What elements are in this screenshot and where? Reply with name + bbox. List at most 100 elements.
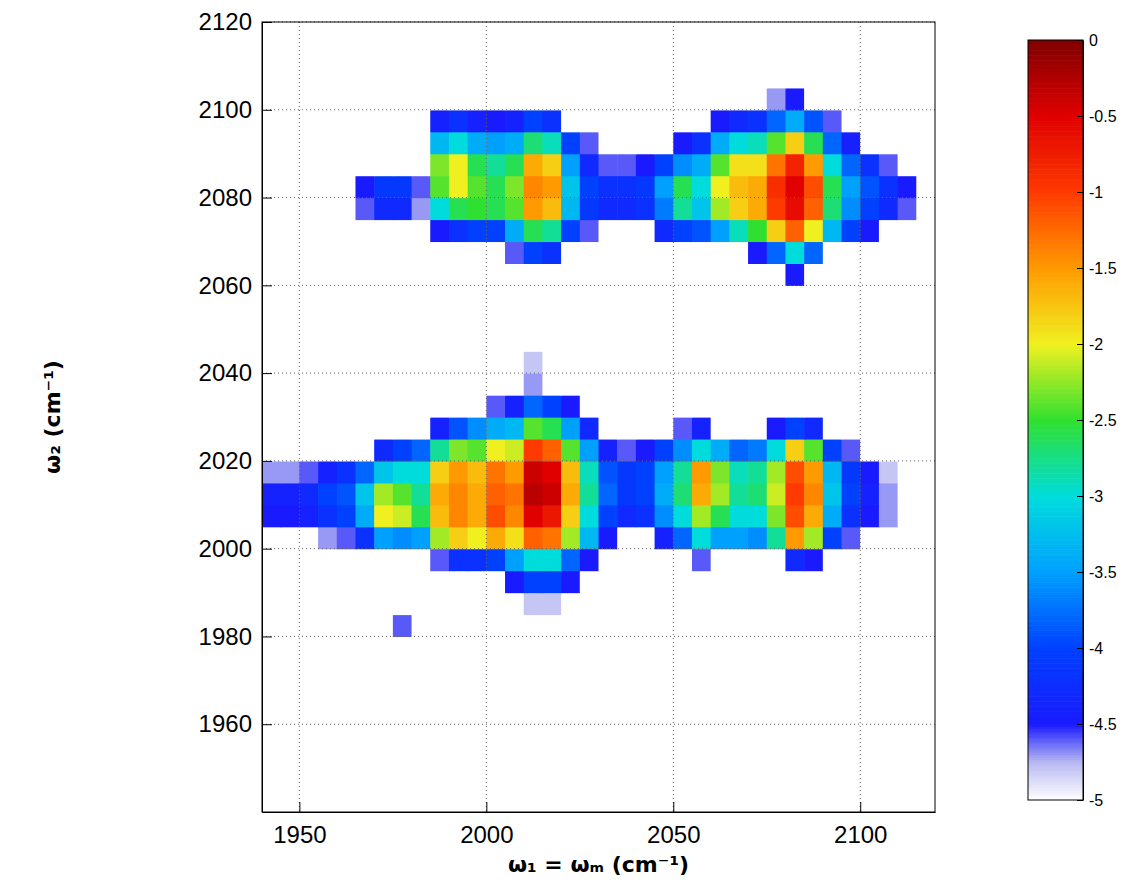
heatmap-cell bbox=[262, 220, 281, 243]
heatmap-cell bbox=[898, 702, 917, 725]
heatmap-cell bbox=[860, 417, 879, 440]
heatmap-cell bbox=[486, 417, 505, 440]
heatmap-cell bbox=[281, 154, 300, 177]
heatmap-cell bbox=[655, 351, 674, 374]
heatmap-cell bbox=[524, 658, 543, 681]
heatmap-cell bbox=[468, 483, 487, 506]
heatmap-cell bbox=[804, 351, 823, 374]
heatmap-cell bbox=[318, 417, 337, 440]
heatmap-cell bbox=[599, 198, 618, 221]
heatmap-cell bbox=[916, 571, 935, 594]
heatmap-cell bbox=[412, 351, 431, 374]
heatmap-cell bbox=[804, 307, 823, 330]
y-axis-title: ω₂ (cm⁻¹) bbox=[40, 360, 65, 474]
heatmap-cell bbox=[767, 549, 786, 572]
heatmap-cell bbox=[542, 132, 561, 155]
heatmap-cell bbox=[785, 483, 804, 506]
heatmap-cell bbox=[748, 285, 767, 308]
heatmap-cell bbox=[692, 285, 711, 308]
heatmap-cell bbox=[767, 658, 786, 681]
heatmap-cell bbox=[355, 505, 374, 528]
heatmap-cell bbox=[823, 439, 842, 462]
heatmap-cell bbox=[542, 220, 561, 243]
heatmap-cell bbox=[449, 22, 468, 45]
heatmap-cell bbox=[916, 307, 935, 330]
heatmap-cell bbox=[617, 154, 636, 177]
heatmap-cell bbox=[729, 636, 748, 659]
heatmap-cell bbox=[655, 22, 674, 45]
heatmap-cell bbox=[393, 439, 412, 462]
heatmap-cell bbox=[599, 373, 618, 396]
tick: -2 bbox=[1077, 336, 1103, 353]
heatmap-cell bbox=[468, 176, 487, 199]
heatmap-cell bbox=[412, 680, 431, 703]
heatmap-cell bbox=[767, 417, 786, 440]
heatmap-cell bbox=[524, 329, 543, 352]
heatmap-cell bbox=[281, 44, 300, 67]
heatmap-cell bbox=[599, 88, 618, 111]
heatmap-cell bbox=[860, 329, 879, 352]
heatmap-cell bbox=[785, 724, 804, 747]
heatmap-cell bbox=[692, 680, 711, 703]
heatmap-cell bbox=[281, 66, 300, 89]
heatmap-cell bbox=[374, 636, 393, 659]
heatmap-cell bbox=[692, 768, 711, 791]
heatmap-cell bbox=[337, 176, 356, 199]
heatmap-cell bbox=[767, 680, 786, 703]
heatmap-cell bbox=[262, 66, 281, 89]
heatmap-cell bbox=[617, 263, 636, 286]
heatmap-cell bbox=[318, 88, 337, 111]
heatmap-cell bbox=[636, 768, 655, 791]
heatmap-cell bbox=[767, 44, 786, 67]
heatmap-cell bbox=[767, 220, 786, 243]
heatmap-cell bbox=[486, 154, 505, 177]
heatmap-cell bbox=[599, 615, 618, 638]
heatmap-cell bbox=[898, 22, 917, 45]
heatmap-cell bbox=[636, 132, 655, 155]
heatmap-cell bbox=[393, 351, 412, 374]
heatmap-cell bbox=[355, 593, 374, 616]
heatmap-cell bbox=[767, 461, 786, 484]
heatmap-cell bbox=[804, 176, 823, 199]
heatmap-cell bbox=[636, 351, 655, 374]
heatmap-cell bbox=[860, 658, 879, 681]
heatmap-cell bbox=[823, 351, 842, 374]
heatmap-cell bbox=[823, 395, 842, 418]
heatmap-cell bbox=[655, 241, 674, 264]
heatmap-cell bbox=[748, 66, 767, 89]
heatmap-cell bbox=[580, 285, 599, 308]
heatmap-cell bbox=[842, 702, 861, 725]
heatmap-cell bbox=[281, 549, 300, 572]
heatmap-cell bbox=[617, 66, 636, 89]
heatmap-cell bbox=[636, 44, 655, 67]
heatmap-cell bbox=[711, 439, 730, 462]
heatmap-cell bbox=[711, 571, 730, 594]
heatmap-cell bbox=[823, 263, 842, 286]
heatmap-cell bbox=[580, 461, 599, 484]
heatmap-cell bbox=[898, 307, 917, 330]
heatmap-cell bbox=[729, 549, 748, 572]
heatmap-cell bbox=[842, 110, 861, 133]
heatmap-cell bbox=[860, 680, 879, 703]
heatmap-cell bbox=[281, 417, 300, 440]
heatmap-cell bbox=[337, 395, 356, 418]
tick-mark bbox=[860, 802, 861, 812]
heatmap-cell bbox=[374, 746, 393, 769]
heatmap-cell bbox=[673, 285, 692, 308]
heatmap-cell bbox=[542, 44, 561, 67]
heatmap-cell bbox=[823, 549, 842, 572]
tick: 2060 bbox=[199, 272, 272, 299]
heatmap-cell bbox=[524, 285, 543, 308]
heatmap-cell bbox=[785, 461, 804, 484]
heatmap-cell bbox=[393, 285, 412, 308]
heatmap-cell bbox=[898, 790, 917, 812]
heatmap-cell bbox=[617, 307, 636, 330]
heatmap-cell bbox=[842, 790, 861, 812]
grid-line-x bbox=[860, 22, 861, 812]
heatmap-cell bbox=[767, 154, 786, 177]
heatmap-cell bbox=[318, 351, 337, 374]
heatmap-cell bbox=[468, 198, 487, 221]
heatmap-cell bbox=[299, 176, 318, 199]
heatmap-cell bbox=[449, 549, 468, 572]
heatmap-cell bbox=[580, 505, 599, 528]
